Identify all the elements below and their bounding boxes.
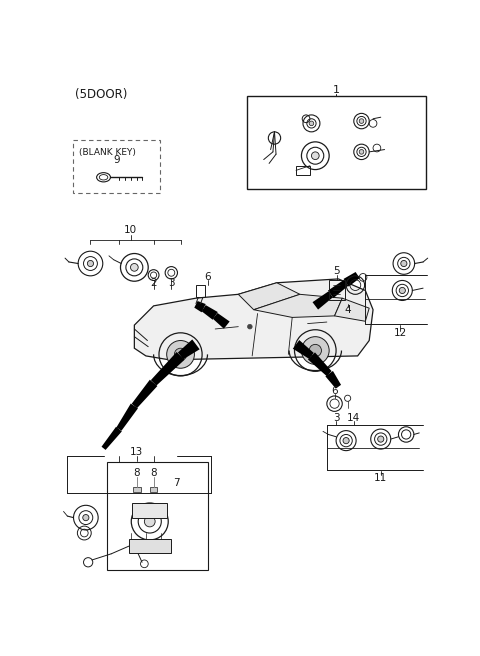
Bar: [150, 487, 157, 492]
Circle shape: [248, 324, 252, 329]
Text: 3: 3: [168, 277, 175, 288]
Text: 12: 12: [394, 328, 407, 338]
Circle shape: [174, 348, 187, 361]
Circle shape: [131, 264, 138, 271]
Circle shape: [309, 121, 314, 126]
Text: 1: 1: [333, 85, 339, 95]
Text: 6: 6: [331, 386, 338, 396]
Bar: [133, 487, 141, 492]
Circle shape: [87, 260, 94, 266]
Polygon shape: [178, 339, 200, 359]
Text: 11: 11: [374, 472, 387, 483]
Polygon shape: [325, 371, 341, 388]
Text: 10: 10: [124, 224, 137, 235]
Text: (BLANK KEY): (BLANK KEY): [79, 148, 136, 157]
Polygon shape: [238, 283, 300, 310]
Polygon shape: [202, 305, 218, 319]
Polygon shape: [293, 340, 314, 359]
Text: 8: 8: [133, 468, 140, 478]
Circle shape: [359, 119, 364, 123]
Bar: [132, 503, 168, 518]
Polygon shape: [344, 272, 360, 287]
Bar: [73, 140, 160, 194]
Text: 3: 3: [333, 413, 339, 422]
Text: (5DOOR): (5DOOR): [75, 88, 127, 101]
Circle shape: [301, 337, 329, 364]
Circle shape: [83, 514, 89, 521]
Circle shape: [167, 340, 194, 368]
Polygon shape: [308, 352, 332, 376]
Bar: [247, 96, 426, 189]
Text: 4: 4: [344, 305, 351, 315]
Polygon shape: [312, 291, 333, 310]
Bar: [129, 539, 171, 553]
Text: 8: 8: [150, 468, 157, 478]
Circle shape: [312, 152, 319, 159]
Polygon shape: [151, 352, 184, 386]
Bar: [329, 281, 345, 300]
Bar: [196, 285, 205, 297]
Circle shape: [309, 344, 322, 357]
Polygon shape: [102, 427, 122, 450]
Text: 13: 13: [130, 447, 144, 457]
Polygon shape: [335, 298, 369, 321]
Bar: [296, 166, 310, 175]
Polygon shape: [117, 403, 138, 431]
Circle shape: [343, 438, 349, 443]
Circle shape: [399, 287, 406, 293]
Bar: [108, 462, 207, 570]
Polygon shape: [213, 313, 229, 329]
Text: 9: 9: [113, 155, 120, 165]
Circle shape: [401, 260, 407, 266]
Text: 5: 5: [334, 266, 340, 276]
Text: 6: 6: [204, 272, 211, 282]
Circle shape: [144, 516, 155, 527]
Circle shape: [359, 150, 364, 154]
Polygon shape: [254, 295, 342, 318]
Polygon shape: [134, 279, 373, 359]
Text: 2: 2: [150, 277, 157, 288]
Polygon shape: [194, 301, 206, 312]
Text: 14: 14: [347, 413, 360, 422]
Text: 7: 7: [173, 478, 180, 488]
Circle shape: [378, 436, 384, 442]
Polygon shape: [328, 280, 348, 298]
Polygon shape: [132, 380, 157, 408]
